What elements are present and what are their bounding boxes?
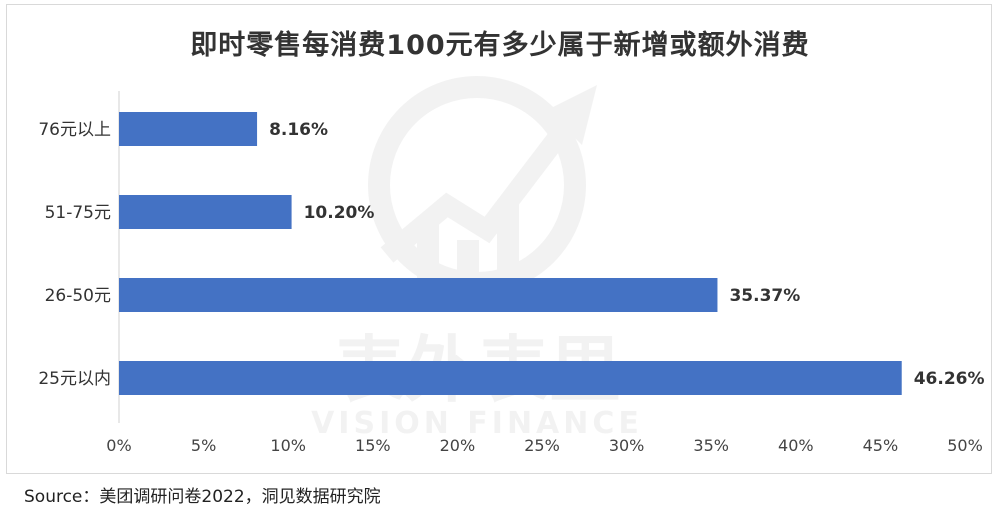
x-tick-label: 20% xyxy=(440,436,476,455)
bar xyxy=(119,112,258,146)
category-label: 76元以上 xyxy=(38,120,111,140)
category-label: 26-50元 xyxy=(45,286,111,306)
x-tick-label: 50% xyxy=(947,436,983,455)
labels-layer: 76元以上 8.16% 51-75元 10.20% 26-50元 35.37% 25元以内 4… xyxy=(38,120,984,455)
x-tick-label: 5% xyxy=(191,436,216,455)
bar xyxy=(119,361,902,395)
data-label: 35.37% xyxy=(729,286,800,306)
x-tick-label: 35% xyxy=(693,436,729,455)
bars-layer xyxy=(119,112,902,395)
bar xyxy=(119,195,292,229)
data-label: 10.20% xyxy=(304,203,375,223)
x-tick-label: 25% xyxy=(524,436,560,455)
data-label: 46.26% xyxy=(914,369,985,389)
chart-title: 即时零售每消费100元有多少属于新增或额外消费 xyxy=(190,30,810,61)
x-tick-label: 10% xyxy=(270,436,306,455)
source-note: Source：美团调研问卷2022，洞见数据研究院 xyxy=(24,487,381,507)
x-tick-label: 30% xyxy=(609,436,645,455)
category-label: 25元以内 xyxy=(38,369,111,389)
watermark-text-en: VISION FINANCE xyxy=(311,406,643,441)
bar xyxy=(119,278,718,312)
x-tick-label: 0% xyxy=(106,436,131,455)
x-tick-label: 15% xyxy=(355,436,391,455)
data-label: 8.16% xyxy=(269,120,328,140)
x-tick-label: 45% xyxy=(863,436,899,455)
x-tick-label: 40% xyxy=(778,436,814,455)
chart-canvas: 表外表里 VISION FINANCE 76元以上8.16%51-75元10.2… xyxy=(38,76,985,455)
chart-frame: 即时零售每消费100元有多少属于新增或额外消费 表外表里 VISION FINA… xyxy=(6,4,992,474)
category-label: 51-75元 xyxy=(45,203,111,223)
